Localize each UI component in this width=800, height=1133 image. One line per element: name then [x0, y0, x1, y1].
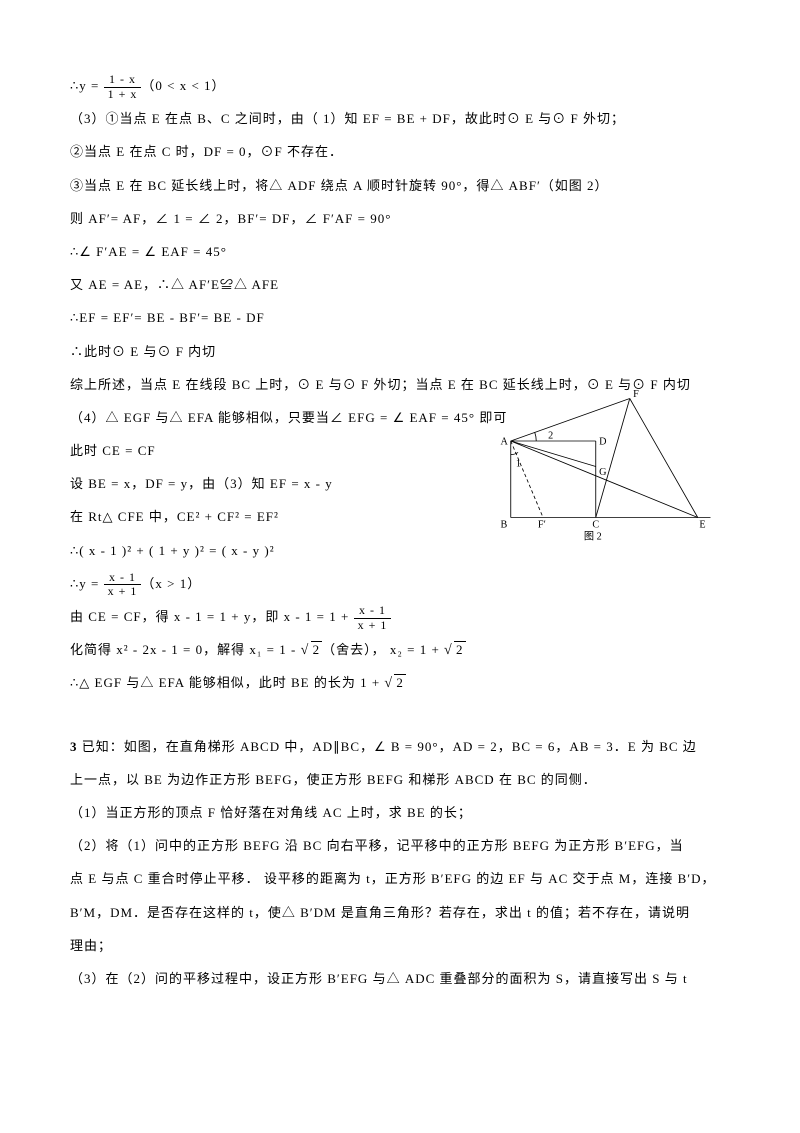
spacer: [70, 701, 730, 731]
line: ∴EF = EF′= BE - BF′= BE - DF: [70, 302, 730, 333]
line: ②当点 E 在点 C 时，DF = 0，⊙F 不存在．: [70, 136, 730, 167]
line: （3）在（2）问的平移过程中，设正方形 B′EFG 与△ ADC 重叠部分的面积…: [70, 963, 730, 994]
svg-text:B: B: [501, 520, 508, 531]
line: （3）①当点 E 在点 B、C 之间时，由（ 1）知 EF = BE + DF，…: [70, 103, 730, 134]
line: （2）将（1）问中的正方形 BEFG 沿 BC 向右平移，记平移中的正方形 BE…: [70, 830, 730, 861]
line: B′M，DM．是否存在这样的 t，使△ B′DM 是直角三角形？若存在，求出 t…: [70, 897, 730, 928]
svg-text:1: 1: [516, 459, 521, 470]
line: ③当点 E 在 BC 延长线上时，将△ ADF 绕点 A 顺时针旋转 90°，得…: [70, 170, 730, 201]
line: 则 AF′= AF，∠ 1 = ∠ 2，BF′= DF，∠ F′AF = 90°: [70, 203, 730, 234]
line: 点 E 与点 C 重合时停止平移． 设平移的距离为 t，正方形 B′EFG 的边…: [70, 863, 730, 894]
line: ∴△ EGF 与△ EFA 能够相似，此时 BE 的长为 1 + 2: [70, 667, 730, 698]
line: 由 CE = CF，得 x - 1 = 1 + y，即 x - 1 = 1 + …: [70, 601, 730, 632]
line: ∴此时⊙ E 与⊙ F 内切: [70, 336, 730, 367]
svg-text:2: 2: [548, 430, 553, 441]
line: 理由；: [70, 930, 730, 961]
line: 化简得 x² - 2x - 1 = 0，解得 x₁ = 1 - 2（舍去）， x…: [70, 634, 730, 665]
svg-text:A: A: [501, 436, 509, 447]
line: ∴∠ F′AE = ∠ EAF = 45°: [70, 236, 730, 267]
line: ∴y = x - 1x + 1（x > 1）: [70, 568, 730, 599]
svg-text:E: E: [699, 520, 705, 531]
svg-text:F: F: [633, 390, 639, 400]
document-body: ∴y = 1 - x1 + x（0 < x < 1） （3）①当点 E 在点 B…: [70, 70, 730, 994]
line: 又 AE = AE，∴△ AF′E≌△ AFE: [70, 269, 730, 300]
svg-text:C: C: [592, 520, 599, 531]
line: ∴y = 1 - x1 + x（0 < x < 1）: [70, 70, 730, 101]
svg-text:D: D: [599, 436, 606, 447]
svg-text:图 2: 图 2: [584, 531, 602, 543]
figure-2: A B C D E F G F′ 1 2 图 2: [460, 390, 740, 560]
svg-text:G: G: [599, 467, 607, 478]
line: （1）当正方形的顶点 F 恰好落在对角线 AC 上时，求 BE 的长；: [70, 797, 730, 828]
line: 上一点，以 BE 为边作正方形 BEFG，使正方形 BEFG 和梯形 ABCD …: [70, 764, 730, 795]
svg-text:F′: F′: [538, 520, 546, 531]
problem-3: 3 已知：如图，在直角梯形 ABCD 中，AD∥BC，∠ B = 90°，AD …: [70, 731, 730, 762]
